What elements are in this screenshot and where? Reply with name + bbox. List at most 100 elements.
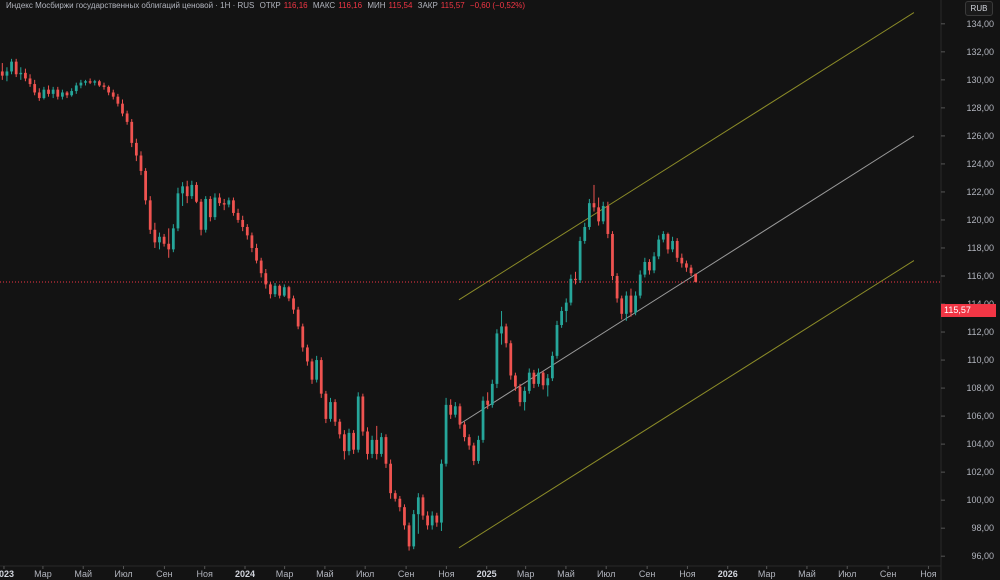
candle: [28, 74, 32, 87]
candle-body: [139, 155, 143, 171]
candle: [694, 273, 698, 283]
candle: [134, 138, 138, 162]
candle-body: [292, 298, 295, 310]
candle: [574, 271, 577, 285]
candle: [282, 284, 286, 298]
candle-body: [481, 400, 485, 440]
symbol-title[interactable]: Индекс Мосбиржи государственных облигаци…: [6, 1, 255, 10]
candle-body: [125, 113, 129, 122]
candle: [389, 459, 392, 499]
candle: [232, 197, 235, 216]
candle-body: [440, 463, 443, 523]
candle: [190, 180, 194, 199]
candle-body: [606, 205, 610, 234]
candle-body: [5, 71, 9, 76]
candle-body: [375, 439, 379, 454]
candle: [370, 435, 374, 459]
candle-body: [560, 311, 564, 326]
candle-body: [342, 434, 346, 452]
candle: [541, 371, 545, 390]
candle: [125, 110, 129, 125]
currency-button[interactable]: RUB: [965, 1, 993, 16]
candle: [592, 184, 596, 212]
candle-body: [564, 302, 568, 312]
candle-body: [453, 406, 457, 415]
price-tick-label: 120,00: [966, 215, 994, 225]
candle-body: [218, 197, 221, 204]
candle: [158, 232, 161, 250]
candle-body: [319, 360, 323, 394]
last-price-tag: 115,57: [941, 304, 996, 317]
candle-body: [199, 201, 203, 230]
price-tick-label: 124,00: [966, 159, 994, 169]
candle: [116, 93, 120, 107]
candle-body: [195, 184, 198, 202]
candle: [130, 119, 134, 148]
candle: [523, 386, 527, 411]
candle-body: [93, 81, 97, 83]
candle: [643, 257, 647, 278]
candle: [514, 372, 517, 391]
candle-body: [282, 287, 286, 296]
candle-body: [310, 361, 314, 380]
candle-body: [130, 121, 134, 143]
candle-body: [148, 200, 152, 230]
candle-body: [661, 233, 665, 240]
candle: [555, 320, 559, 359]
candle: [24, 68, 27, 82]
time-tick-label: Сен: [398, 569, 415, 579]
candle-body: [329, 402, 332, 419]
candle: [70, 88, 74, 97]
candle-body: [541, 372, 545, 386]
time-tick-label: Май: [557, 569, 575, 579]
candle: [477, 435, 480, 464]
time-tick-label: Ноя: [679, 569, 696, 579]
candle-body: [264, 273, 268, 285]
candle-body: [518, 386, 522, 403]
candle: [629, 288, 633, 317]
candle-body: [689, 267, 693, 274]
candle: [33, 79, 37, 96]
candle-body: [42, 89, 46, 99]
candle: [463, 421, 466, 442]
candle: [685, 260, 688, 272]
candle: [490, 379, 494, 408]
candle-body: [14, 61, 18, 75]
candle-body: [162, 236, 166, 244]
candle: [578, 236, 582, 283]
candle: [366, 427, 369, 460]
candle: [245, 224, 249, 240]
candle-body: [10, 61, 13, 72]
candle: [5, 67, 9, 82]
time-tick-label: Ноя: [197, 569, 214, 579]
candle-body: [412, 514, 416, 547]
candle: [537, 368, 540, 387]
candle-body: [629, 295, 633, 313]
candle: [213, 193, 217, 220]
price-tick-label: 96,00: [971, 551, 994, 561]
candle-body: [102, 85, 106, 87]
candle-body: [477, 439, 480, 461]
candle-body: [421, 497, 425, 516]
candle: [403, 504, 406, 530]
candle-body: [338, 421, 342, 435]
candle: [430, 511, 434, 530]
candle: [227, 197, 231, 208]
candle: [426, 511, 429, 530]
candle-body: [107, 86, 111, 93]
channel-line-middle: [458, 135, 915, 425]
candle: [324, 390, 328, 424]
candle-body: [463, 424, 466, 438]
candle-body: [458, 406, 462, 425]
candle-body: [153, 229, 157, 243]
candle-body: [685, 263, 688, 268]
channel-line-upper: [458, 12, 915, 301]
candle: [310, 358, 314, 384]
price-axis[interactable]: 96,00 98,00 100,00 102,00 104,00 106,00 108,00…: [941, 19, 994, 561]
time-axis[interactable]: 2023 Мар Май Июл Сен Ноя 2024 Мар Май Июл Сен Ноя 20…: [0, 566, 937, 579]
candle-body: [449, 404, 453, 415]
close-label: ЗАКР: [417, 1, 438, 10]
price-tick-label: 100,00: [966, 495, 994, 505]
candle: [287, 285, 291, 302]
